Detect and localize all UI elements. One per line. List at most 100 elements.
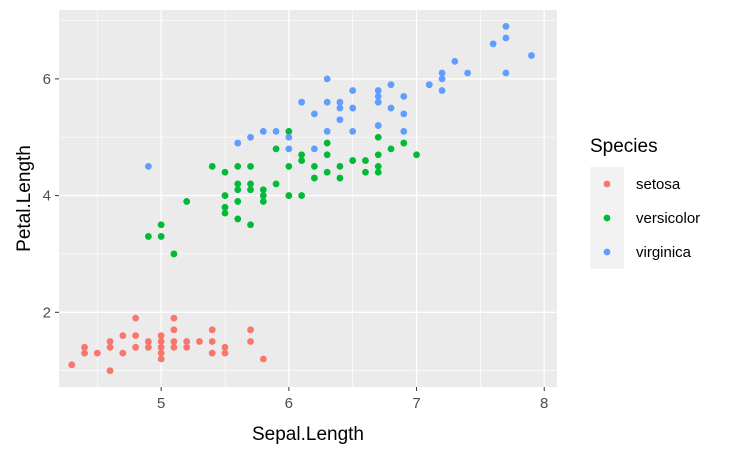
x-tick-label: 7 (412, 395, 420, 412)
major-gridlines (59, 10, 557, 387)
data-point-virginica (285, 133, 293, 141)
data-point-versicolor (221, 168, 229, 176)
data-point-versicolor (247, 221, 254, 229)
data-point-virginica (285, 145, 293, 153)
data-point-setosa (68, 361, 76, 369)
data-point-virginica (310, 145, 318, 153)
data-point-setosa (208, 349, 216, 357)
data-point-versicolor (259, 198, 267, 205)
data-point-versicolor (272, 145, 280, 153)
data-point-virginica (438, 87, 446, 94)
y-axis-title: Petal.Length (14, 145, 35, 252)
data-point-virginica (259, 127, 267, 135)
data-point-virginica (464, 69, 472, 77)
legend-items: setosa versicolor virginica (603, 176, 700, 261)
data-point-virginica (349, 127, 357, 135)
data-point-versicolor (247, 163, 254, 170)
data-point-versicolor (157, 233, 165, 240)
data-point-virginica (489, 40, 497, 48)
data-point-setosa (157, 343, 165, 351)
data-point-virginica (323, 98, 331, 106)
data-point-versicolor (259, 192, 267, 199)
data-point-setosa (106, 338, 114, 345)
data-point-setosa (157, 355, 165, 363)
data-point-versicolor (272, 180, 280, 188)
panel-background (59, 10, 557, 387)
legend-key-setosa (603, 180, 611, 188)
data-point-versicolor (323, 151, 331, 159)
data-point-setosa (119, 349, 127, 357)
data-point-virginica (323, 127, 331, 135)
data-point-versicolor (387, 145, 395, 153)
data-point-setosa (157, 338, 165, 345)
data-point-virginica (374, 98, 382, 106)
data-point-virginica (336, 116, 344, 124)
data-point-versicolor (374, 151, 382, 159)
data-point-setosa (170, 338, 178, 345)
data-point-versicolor (336, 174, 344, 182)
legend-title: Species (590, 136, 658, 157)
data-point-virginica (438, 75, 446, 83)
data-point-virginica (323, 75, 331, 83)
data-point-setosa (132, 343, 140, 351)
x-axis-title: Sepal.Length (252, 424, 364, 445)
data-point-setosa (81, 343, 88, 351)
data-point-versicolor (362, 168, 369, 176)
data-point-versicolor (234, 180, 242, 188)
data-point-setosa (170, 314, 178, 322)
data-point-versicolor (400, 139, 408, 147)
data-point-virginica (400, 127, 408, 135)
data-point-versicolor (298, 157, 306, 164)
data-point-versicolor (298, 192, 306, 199)
data-point-virginica (247, 133, 254, 141)
data-point-versicolor (310, 174, 318, 182)
data-point-setosa (132, 314, 140, 322)
data-point-virginica (374, 122, 382, 129)
data-point-setosa (247, 326, 254, 334)
legend-label-virginica: virginica (636, 244, 692, 261)
data-point-virginica (387, 81, 395, 89)
data-point-versicolor (285, 163, 293, 170)
data-point-setosa (157, 332, 165, 340)
data-point-virginica (310, 110, 318, 118)
legend: Species setosa versicolor virginica (590, 136, 700, 269)
x-tick-label: 6 (285, 395, 293, 412)
minor-gridlines (59, 10, 557, 387)
data-point-versicolor (234, 186, 242, 194)
data-point-versicolor (157, 221, 165, 229)
data-point-setosa (196, 338, 203, 345)
data-point-versicolor (208, 163, 216, 170)
axis-ticks (55, 78, 545, 391)
data-point-virginica (502, 34, 510, 42)
data-point-versicolor (221, 203, 229, 211)
data-point-virginica (336, 98, 344, 106)
data-point-virginica (451, 57, 459, 65)
data-point-setosa (208, 338, 216, 345)
data-point-setosa (144, 338, 152, 345)
legend-label-setosa: setosa (636, 176, 681, 193)
data-point-setosa (170, 326, 178, 334)
data-point-versicolor (221, 192, 229, 199)
data-point-setosa (93, 349, 101, 357)
data-point-setosa (183, 343, 191, 351)
data-point-versicolor (298, 151, 306, 159)
data-point-setosa (247, 338, 254, 345)
data-point-setosa (132, 332, 140, 340)
legend-key-virginica (603, 248, 611, 256)
data-points (68, 22, 535, 375)
data-point-virginica (349, 104, 357, 112)
tick-labels: 5 6 7 8 2 4 6 (43, 71, 549, 412)
data-point-virginica (400, 92, 408, 100)
data-point-setosa (183, 338, 191, 345)
data-point-versicolor (170, 250, 178, 258)
data-point-versicolor (413, 151, 420, 159)
data-point-setosa (144, 343, 152, 351)
data-point-versicolor (362, 157, 369, 164)
data-point-virginica (234, 139, 242, 147)
x-tick-label: 5 (157, 395, 165, 412)
data-point-setosa (170, 343, 178, 351)
data-point-setosa (259, 355, 267, 363)
data-point-versicolor (234, 198, 242, 205)
data-point-setosa (221, 349, 229, 357)
